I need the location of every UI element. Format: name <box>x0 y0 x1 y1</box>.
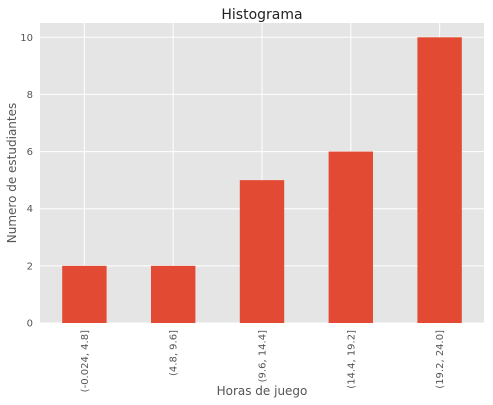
bar <box>62 265 107 323</box>
bar <box>417 37 462 324</box>
y-tick-label: 4 <box>27 204 33 215</box>
bar <box>328 151 373 323</box>
chart-title: Histograma <box>221 7 302 23</box>
y-tick-labels: 0 2 4 6 8 10 <box>20 33 33 330</box>
x-tick-label: (-0.024, 4.8] <box>80 330 91 392</box>
bar <box>239 180 285 323</box>
y-tick-label: 0 <box>27 319 33 330</box>
y-tick-label: 2 <box>27 261 33 272</box>
y-tick-label: 6 <box>27 147 33 158</box>
x-tick-label: (9.6, 14.4] <box>258 330 269 382</box>
bar <box>151 265 196 323</box>
y-tick-label: 10 <box>20 33 33 44</box>
y-axis-label: Numero de estudiantes <box>5 103 19 244</box>
x-tick-label: (14.4, 19.2] <box>346 330 357 389</box>
bars <box>62 37 462 324</box>
x-tick-label: (4.8, 9.6] <box>169 330 180 376</box>
x-tick-labels: (-0.024, 4.8] (4.8, 9.6] (9.6, 14.4] (14.4,… <box>80 330 446 392</box>
y-tick-label: 8 <box>27 90 33 101</box>
x-axis-label: Horas de juego <box>217 384 308 398</box>
x-tick-label: (19.2, 24.0] <box>435 330 446 389</box>
